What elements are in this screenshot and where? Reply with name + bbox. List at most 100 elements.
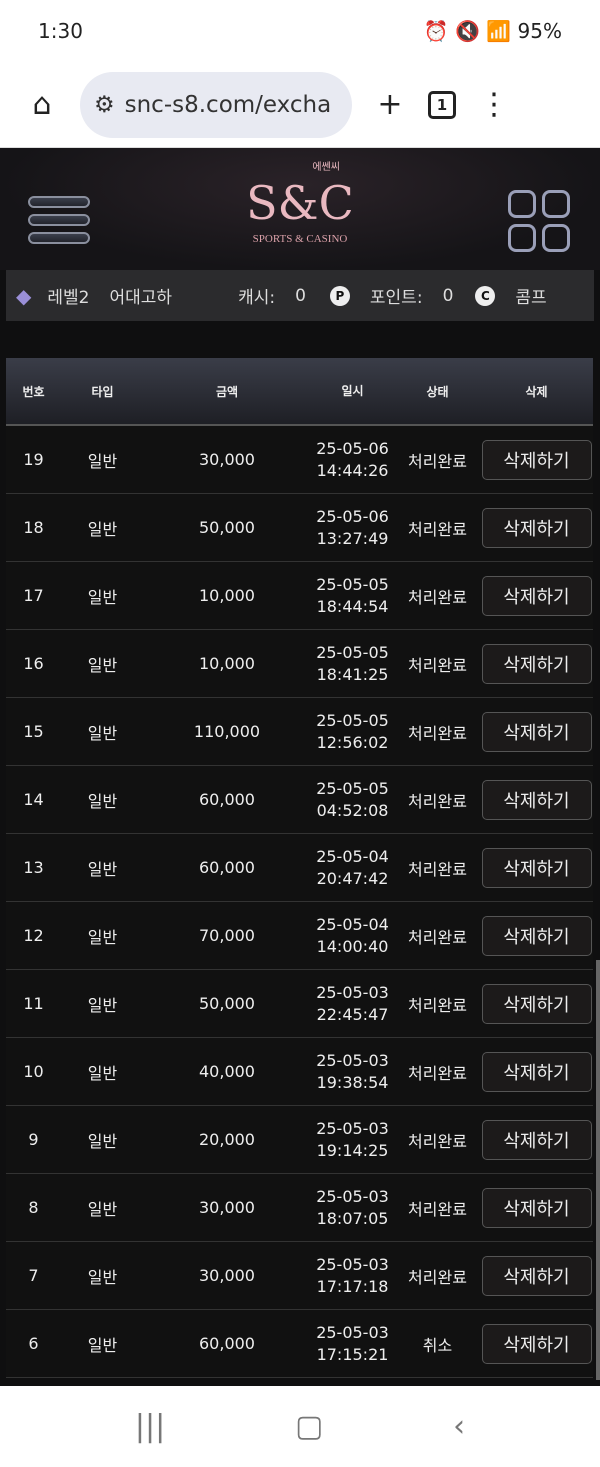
- row-status: 처리완료: [408, 451, 467, 471]
- status-bar: 1:30 ⏰ 🔇 📶 95%: [0, 0, 600, 62]
- row-time: 18:07:05: [316, 1208, 389, 1228]
- back-icon[interactable]: ‹: [453, 1409, 466, 1444]
- row-no: 12: [23, 926, 44, 945]
- recent-apps-icon[interactable]: |||: [134, 1409, 166, 1444]
- row-status: 처리완료: [408, 791, 467, 811]
- row-time: 20:47:42: [316, 868, 389, 888]
- table-row: 13 일반 60,000 25-05-04 20:47:42 처리완료 삭제하기: [6, 834, 593, 902]
- row-time: 14:00:40: [316, 936, 389, 956]
- home-icon[interactable]: ⌂: [32, 87, 52, 122]
- row-type: 일반: [87, 1199, 118, 1219]
- row-type: 일반: [87, 1131, 118, 1151]
- row-time: 13:27:49: [316, 528, 389, 548]
- row-status: 처리완료: [408, 1199, 467, 1219]
- row-type: 일반: [87, 927, 118, 947]
- delete-button[interactable]: 삭제하기: [481, 643, 592, 684]
- header-type: 타입: [91, 384, 114, 399]
- row-amount: 70,000: [199, 926, 255, 945]
- table-row: 12 일반 70,000 25-05-04 14:00:40 처리완료 삭제하기: [6, 902, 593, 970]
- row-status: 처리완료: [408, 1131, 467, 1151]
- site-settings-icon[interactable]: ⚙: [94, 91, 115, 118]
- delete-button[interactable]: 삭제하기: [481, 1323, 592, 1364]
- point-icon[interactable]: P: [329, 285, 350, 306]
- logo-subtitle: SPORTS & CASINO: [252, 233, 348, 245]
- row-date: 25-05-04: [316, 914, 389, 934]
- logo-main: S&C: [246, 176, 354, 230]
- comp-label[interactable]: 콤프: [515, 288, 547, 308]
- point-value: 0: [442, 285, 454, 306]
- row-type: 일반: [87, 1267, 118, 1287]
- delete-button[interactable]: 삭제하기: [481, 1255, 592, 1296]
- row-no: 17: [23, 586, 44, 605]
- home-button-icon[interactable]: ▢: [294, 1409, 324, 1444]
- row-no: 8: [28, 1198, 39, 1217]
- battery: ⏰ 🔇 📶 95%: [423, 19, 562, 43]
- site-logo[interactable]: 에쎈씨 S&C SPORTS & CASINO: [220, 162, 380, 246]
- row-status: 처리완료: [408, 1267, 467, 1287]
- delete-button[interactable]: 삭제하기: [481, 847, 592, 888]
- table-row: 6 일반 60,000 25-05-03 17:15:21 취소 삭제하기: [6, 1310, 593, 1378]
- row-date: 25-05-03: [316, 982, 389, 1002]
- table-row: 8 일반 30,000 25-05-03 18:07:05 처리완료 삭제하기: [6, 1174, 593, 1242]
- row-date: 25-05-03: [316, 1186, 389, 1206]
- scrollbar[interactable]: [596, 960, 600, 1380]
- delete-button[interactable]: 삭제하기: [481, 711, 592, 752]
- row-datetime: 25-05-05 18:41:25: [310, 642, 395, 686]
- row-no: 15: [23, 722, 44, 741]
- row-date: 25-05-05: [316, 710, 389, 730]
- row-amount: 20,000: [199, 1130, 255, 1149]
- delete-button[interactable]: 삭제하기: [481, 1187, 592, 1228]
- new-tab-icon[interactable]: +: [377, 87, 403, 122]
- user-info-bar: ◆ 레벨2 어대고하 캐시: 0 P 포인트: 0 C 콤프: [6, 270, 594, 321]
- delete-button[interactable]: 삭제하기: [481, 1051, 592, 1092]
- user-level: 레벨2: [47, 288, 90, 308]
- delete-button[interactable]: 삭제하기: [481, 439, 592, 480]
- row-status: 처리완료: [408, 655, 467, 675]
- address-bar[interactable]: ⚙ snc-s8.com/excha: [80, 71, 352, 138]
- row-amount: 30,000: [199, 1198, 255, 1217]
- table-row: 11 일반 50,000 25-05-03 22:45:47 처리완료 삭제하기: [6, 970, 593, 1038]
- row-type: 일반: [87, 859, 118, 879]
- header-status: 상태: [426, 384, 449, 399]
- table-row: 9 일반 20,000 25-05-03 19:14:25 처리완료 삭제하기: [6, 1106, 593, 1174]
- site-header: 에쎈씨 S&C SPORTS & CASINO: [0, 148, 600, 270]
- android-nav-bar: ||| ▢ ‹: [0, 1386, 600, 1467]
- delete-button[interactable]: 삭제하기: [481, 575, 592, 616]
- row-status: 처리완료: [408, 1063, 467, 1083]
- row-type: 일반: [87, 519, 118, 539]
- row-type: 일반: [87, 451, 118, 471]
- delete-button[interactable]: 삭제하기: [481, 779, 592, 820]
- row-datetime: 25-05-05 18:44:54: [310, 574, 395, 618]
- clock: 1:30: [38, 19, 83, 43]
- exchange-history-table: 번호 타입 금액 일시 상태 삭제 19 일반 30,000 25-05-06 1…: [6, 358, 593, 1378]
- row-time: 04:52:08: [316, 800, 389, 820]
- delete-button[interactable]: 삭제하기: [481, 983, 592, 1024]
- row-amount: 30,000: [199, 450, 255, 469]
- row-type: 일반: [87, 995, 118, 1015]
- tab-switcher-button[interactable]: 1: [428, 90, 456, 119]
- table-row: 10 일반 40,000 25-05-03 19:38:54 처리완료 삭제하기: [6, 1038, 593, 1106]
- row-time: 22:45:47: [316, 1004, 389, 1024]
- menu-dots-icon[interactable]: ⋮: [479, 87, 509, 122]
- row-datetime: 25-05-06 14:44:26: [310, 438, 395, 482]
- delete-button[interactable]: 삭제하기: [481, 915, 592, 956]
- header-amount: 금액: [215, 384, 239, 399]
- row-time: 17:17:18: [316, 1276, 389, 1296]
- hamburger-menu-icon[interactable]: [28, 196, 90, 250]
- row-date: 25-05-03: [316, 1322, 389, 1342]
- row-time: 18:44:54: [316, 596, 389, 616]
- row-date: 25-05-06: [316, 438, 389, 458]
- delete-button[interactable]: 삭제하기: [481, 1119, 592, 1160]
- row-date: 25-05-04: [316, 846, 389, 866]
- row-amount: 60,000: [199, 790, 255, 809]
- row-date: 25-05-03: [316, 1050, 389, 1070]
- grid-menu-icon[interactable]: [508, 190, 572, 252]
- row-no: 16: [23, 654, 44, 673]
- row-amount: 50,000: [199, 994, 255, 1013]
- comp-icon[interactable]: C: [475, 285, 496, 306]
- table-row: 18 일반 50,000 25-05-06 13:27:49 처리완료 삭제하기: [6, 494, 593, 562]
- row-no: 7: [28, 1266, 39, 1285]
- logo-korean: 에쎈씨: [312, 162, 340, 173]
- table-row: 15 일반 110,000 25-05-05 12:56:02 처리완료 삭제하기: [6, 698, 593, 766]
- delete-button[interactable]: 삭제하기: [481, 507, 592, 548]
